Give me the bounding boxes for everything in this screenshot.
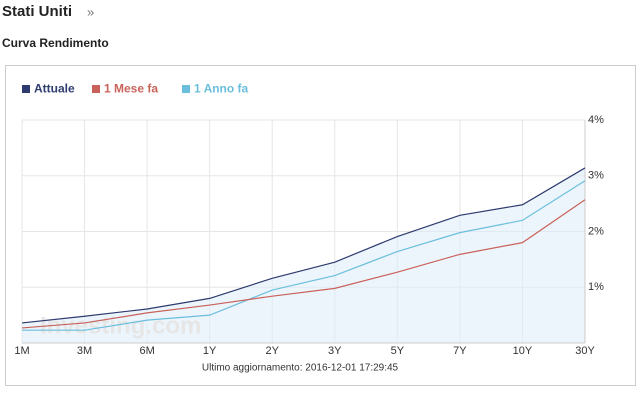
x-tick-label: 7Y [453, 345, 467, 357]
y-tick-label: 1% [588, 281, 604, 293]
legend-swatch [92, 85, 100, 93]
x-tick-label: 3Y [328, 345, 342, 357]
x-tick-label: 3M [77, 345, 92, 357]
x-tick-label: 5Y [391, 345, 405, 357]
legend-swatch [22, 85, 30, 93]
x-tick-label: 2Y [265, 345, 279, 357]
series-line [21, 167, 586, 324]
y-tick-label: 2% [588, 225, 604, 237]
legend-label: Attuale [34, 82, 75, 96]
area [22, 167, 585, 343]
x-tick-label: 30Y [575, 345, 595, 357]
legend-label: 1 Anno fa [194, 82, 249, 96]
y-tick-label: 3% [588, 170, 604, 182]
footer: Ultimo aggiornamento: 2016-12-01 17:29:4… [202, 363, 399, 374]
heading-arrow[interactable]: » [87, 4, 94, 19]
series-line [21, 199, 586, 329]
legend-label: 1 Mese fa [104, 82, 158, 96]
chart-frame [5, 65, 636, 386]
y-tick-label: 4% [588, 114, 604, 126]
watermark: Investing.com [40, 312, 201, 339]
legend-swatch [182, 85, 190, 93]
chart-title: Curva Rendimento [2, 36, 109, 50]
x-tick-label: 1Y [203, 345, 217, 357]
x-tick-label: 10Y [513, 345, 533, 357]
series-line [22, 180, 586, 331]
x-tick-label: 1M [14, 345, 29, 357]
x-tick-label: 6M [139, 345, 154, 357]
heading: Stati Uniti [2, 3, 72, 20]
